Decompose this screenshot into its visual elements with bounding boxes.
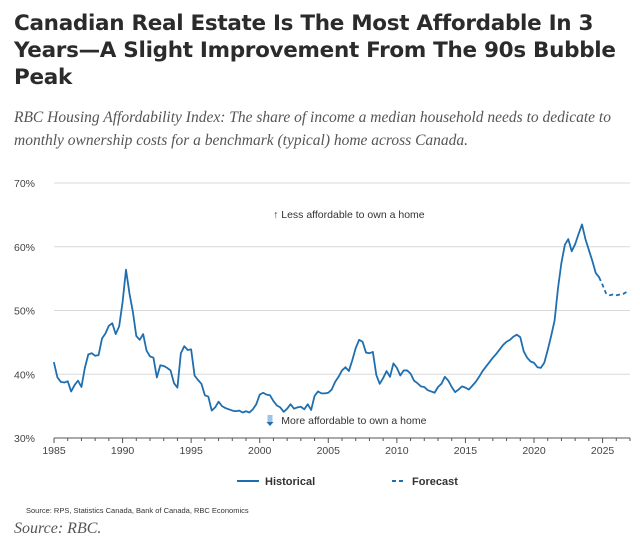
y-tick-label: 50% xyxy=(14,306,35,318)
legend-label-historical: Historical xyxy=(265,476,315,488)
arrow-icon-shaft xyxy=(267,414,273,423)
legend-label-forecast: Forecast xyxy=(412,476,458,488)
chart-legend: Historical Forecast xyxy=(237,476,458,488)
source-note: Source: RPS, Statistics Canada, Bank of … xyxy=(26,506,249,515)
chart-title: Canadian Real Estate Is The Most Afforda… xyxy=(14,11,616,90)
down-arrow-icon xyxy=(266,414,274,426)
x-tick-label: 2010 xyxy=(385,445,409,457)
chart-subtitle: RBC Housing Affordability Index: The sha… xyxy=(14,109,611,149)
arrow-icon-head xyxy=(266,421,274,426)
x-tick-label: 2025 xyxy=(591,445,615,457)
x-tick-label: 2000 xyxy=(248,445,272,457)
annotation-more-affordable: More affordable to own a home xyxy=(281,415,426,427)
annotation-less-affordable: ↑ Less affordable to own a home xyxy=(273,209,425,221)
x-tick-label: 1995 xyxy=(179,445,203,457)
x-axis: 1985 1990 1995 2000 2005 2010 2015 2020 2025 xyxy=(42,437,631,457)
y-tick-label: 30% xyxy=(14,433,35,445)
footer-source: Source: RBC. xyxy=(14,520,102,537)
gridlines xyxy=(54,182,630,375)
series-lines xyxy=(53,223,628,414)
x-tick-label: 2015 xyxy=(454,445,478,457)
x-tick-label: 1990 xyxy=(111,445,135,457)
line-chart: 30% 40% 50% 60% 70% 1985 1990 1995 2000 2005 2010… xyxy=(14,178,631,488)
y-tick-label: 70% xyxy=(14,178,35,190)
forecast-series-line xyxy=(598,276,628,297)
x-tick-label: 2020 xyxy=(522,445,546,457)
y-tick-label: 60% xyxy=(14,242,35,254)
x-tick-label: 1985 xyxy=(42,445,66,457)
historical-series-line xyxy=(53,223,601,414)
y-tick-label: 40% xyxy=(14,369,35,381)
x-tick-label: 2005 xyxy=(317,445,341,457)
y-axis-tick-labels: 30% 40% 50% 60% 70% xyxy=(14,178,35,445)
chart-annotations: ↑ Less affordable to own a home More affo… xyxy=(266,209,427,427)
